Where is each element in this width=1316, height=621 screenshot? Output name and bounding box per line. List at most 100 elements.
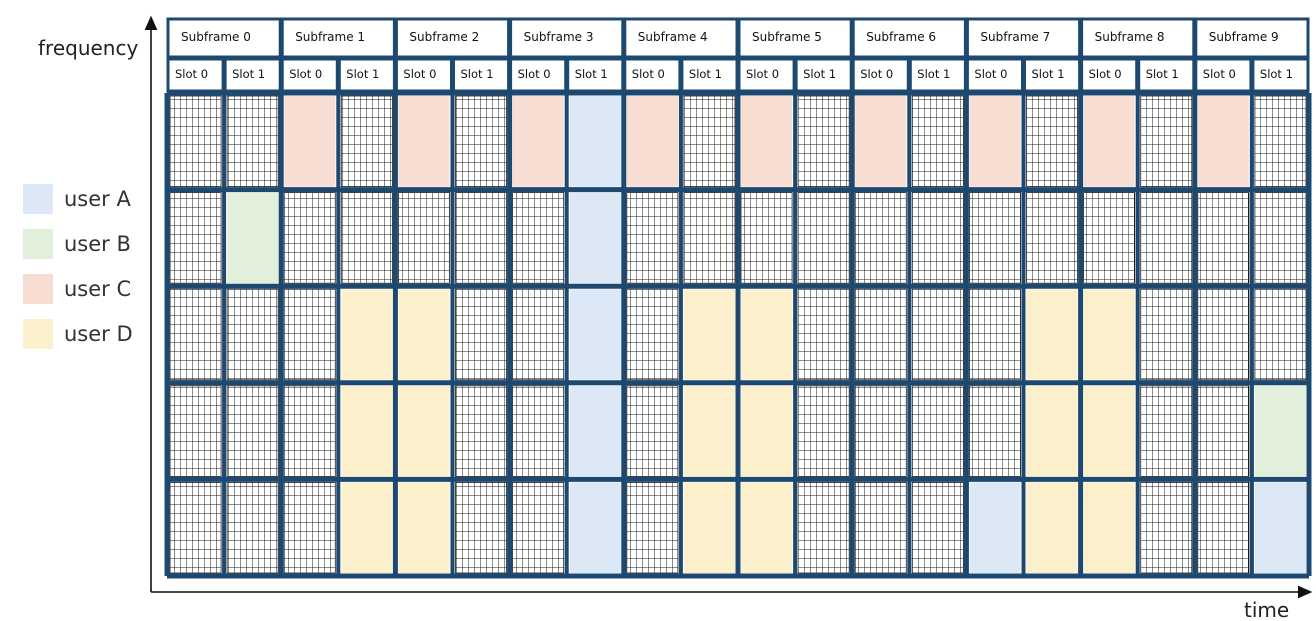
resource-block-user-d [741, 385, 793, 477]
resource-block-empty [797, 95, 850, 187]
resource-block-empty [854, 288, 907, 381]
resource-block-empty [683, 192, 736, 284]
resource-block-empty [455, 95, 507, 187]
slot-label: Slot 0 [289, 67, 322, 81]
subframe-header [851, 17, 967, 59]
legend-swatch-user-c [23, 274, 53, 304]
slot-header [794, 57, 853, 93]
resource-block-user-c [512, 96, 564, 187]
time-axis-label: time [1244, 598, 1289, 621]
resource-block-empty [1140, 95, 1193, 187]
resource-block-empty [854, 481, 907, 574]
legend-label-user-a: user A [64, 187, 131, 211]
subframe-label: Subframe 8 [1095, 30, 1165, 44]
slot-label: Slot 0 [518, 67, 551, 81]
resource-block-user-c [969, 96, 1021, 187]
resource-block-empty [797, 481, 850, 574]
resource-block-user-c [1197, 96, 1249, 187]
resource-block-empty [854, 385, 907, 477]
resource-block-empty [797, 192, 850, 284]
resource-block-user-b [1254, 385, 1306, 477]
subframe-header [1080, 17, 1196, 59]
resource-block-user-d [741, 289, 793, 380]
resource-block-empty [169, 192, 222, 284]
legend-swatch-user-a [23, 184, 53, 214]
legend-label-user-d: user D [64, 322, 133, 346]
slot-label: Slot 0 [632, 67, 665, 81]
resource-block-user-a [569, 482, 621, 573]
slot-label: Slot 1 [1260, 67, 1293, 81]
resource-block-user-a [569, 192, 621, 284]
resource-block-empty [1140, 481, 1193, 574]
slot-label: Slot 1 [232, 67, 265, 81]
resource-block-user-b [227, 192, 279, 284]
slot-header [965, 57, 1025, 93]
resource-block-empty [283, 481, 336, 574]
resource-block-empty [340, 95, 393, 187]
resource-block-empty [512, 288, 565, 381]
frequency-axis-label: frequency [38, 36, 138, 60]
slot-header [737, 57, 796, 93]
resource-block-empty [854, 192, 907, 284]
legend-label-user-b: user B [64, 232, 131, 256]
resource-block-empty [397, 192, 450, 284]
resource-block-empty [683, 95, 736, 187]
slot-label: Slot 1 [689, 67, 722, 81]
resource-block-user-d [683, 289, 735, 380]
slot-header [509, 57, 568, 93]
subframe-header [623, 17, 739, 59]
resource-block-user-d [741, 482, 793, 573]
subframe-header [394, 17, 511, 59]
resource-block-user-c [284, 96, 336, 187]
resource-block-empty [1254, 192, 1307, 284]
resource-block-empty [911, 288, 964, 381]
slot-header [680, 57, 739, 93]
resource-block-user-d [398, 289, 450, 380]
resource-block-empty [455, 481, 507, 574]
resource-block-user-d [683, 482, 735, 573]
slot-label: Slot 0 [1089, 67, 1122, 81]
subframe-label: Subframe 7 [980, 30, 1050, 44]
subframe-label: Subframe 5 [752, 30, 822, 44]
slot-header [566, 57, 625, 93]
resource-block-empty [340, 192, 393, 284]
resource-block-empty [1140, 192, 1193, 284]
legend-label-user-c: user C [64, 277, 131, 301]
resource-block-user-d [1026, 482, 1078, 573]
resource-block-user-d [341, 385, 393, 477]
slot-header [394, 57, 453, 93]
slot-label: Slot 1 [346, 67, 379, 81]
subframe-header [166, 17, 282, 59]
resource-block-empty [169, 95, 222, 187]
resource-block-user-d [1083, 482, 1135, 573]
resource-block-empty [911, 481, 964, 574]
resource-block-empty [626, 288, 679, 381]
slot-header [337, 57, 396, 93]
slot-label: Slot 0 [746, 67, 779, 81]
resource-block-user-c [741, 96, 793, 187]
resource-block-empty [226, 481, 279, 574]
resource-block-empty [169, 288, 222, 381]
resource-block-user-d [683, 385, 735, 477]
resource-block-empty [1026, 95, 1078, 187]
resource-block-empty [1197, 192, 1250, 284]
subframe-header [280, 17, 396, 59]
resource-block-empty [169, 385, 222, 477]
resource-block-empty [455, 288, 507, 381]
resource-block-user-d [341, 289, 393, 380]
resource-block-empty [740, 192, 793, 284]
resource-block-user-c [1083, 96, 1135, 187]
resource-block-user-c [398, 96, 450, 187]
resource-block-empty [1197, 385, 1250, 477]
resource-block-empty [969, 192, 1021, 284]
resource-block-user-a [969, 482, 1021, 573]
resource-block-user-c [626, 96, 678, 187]
resource-block-user-d [1083, 289, 1135, 380]
resource-block-empty [1254, 95, 1307, 187]
resource-block-empty [226, 385, 279, 477]
subframe-label: Subframe 4 [638, 30, 708, 44]
slot-header [1194, 57, 1253, 93]
resource-block-empty [455, 192, 507, 284]
resource-block-empty [226, 95, 279, 187]
